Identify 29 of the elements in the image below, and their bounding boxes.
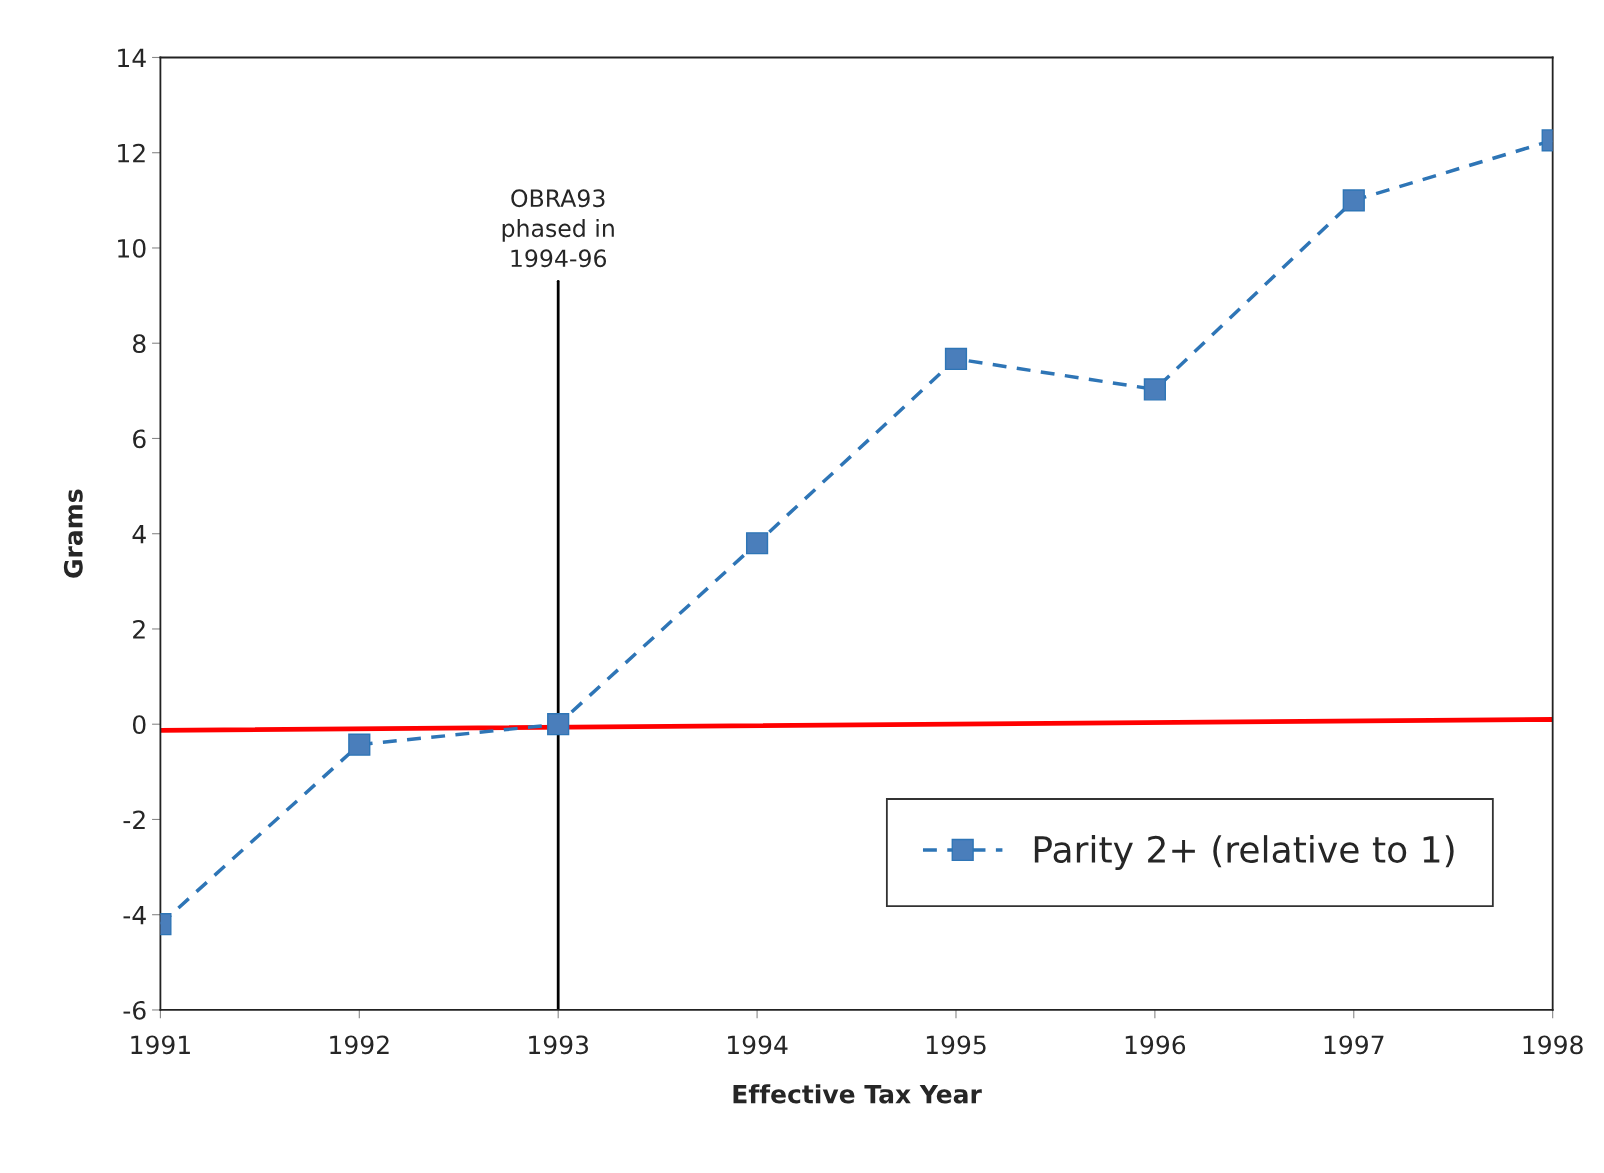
x-tick-label: 1996 xyxy=(1125,1035,1186,1055)
point xyxy=(1342,189,1365,212)
x-tick-label: 1991 xyxy=(131,1035,190,1055)
point xyxy=(1143,378,1166,401)
point xyxy=(547,713,570,736)
x-tick-label: 1994 xyxy=(728,1035,788,1055)
y-tick-label: 6 xyxy=(133,429,146,449)
y-tick-label: 10 xyxy=(118,238,146,258)
y-tick-label: 8 xyxy=(132,334,146,354)
y-tick-label: -2 xyxy=(123,810,145,829)
y-tick-label: 14 xyxy=(118,48,146,67)
y-tick-label: -6 xyxy=(123,1000,146,1020)
x-tick-label: 1995 xyxy=(926,1035,986,1055)
point xyxy=(348,733,371,756)
ref-line-label: OBRA93 phased in 1994-96 xyxy=(502,189,614,268)
x-tick-label: 1997 xyxy=(1324,1035,1384,1055)
x-tick-label: 1992 xyxy=(330,1035,389,1055)
point xyxy=(944,347,968,371)
x-tick-label: 1993 xyxy=(529,1035,588,1055)
y-tick-label: 12 xyxy=(118,143,145,163)
y-tick-label: -4 xyxy=(123,905,146,925)
point xyxy=(745,532,769,555)
legend-label: Parity 2+ (relative to 1) xyxy=(1034,835,1454,871)
y-tick-label: 4 xyxy=(132,524,146,544)
y-tick-label: 0 xyxy=(132,715,146,735)
x-axis-title: Effective Tax Year xyxy=(733,1084,982,1104)
y-axis-title: Grams xyxy=(63,489,83,578)
x-tick-label: 1998 xyxy=(1523,1035,1583,1055)
y-tick-label: 2 xyxy=(133,619,145,639)
